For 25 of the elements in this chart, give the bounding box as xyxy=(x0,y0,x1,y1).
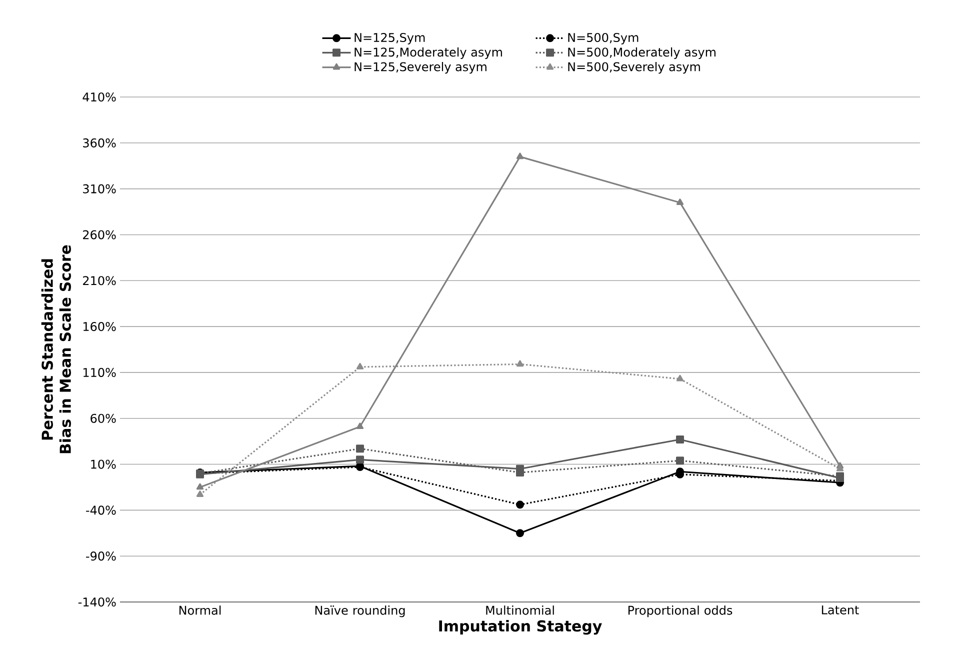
legend-label: N=500,Sym xyxy=(568,32,638,44)
x-axis-title: Imputation Stategy xyxy=(439,620,602,635)
legend-label: N=125,Severely asym xyxy=(354,62,486,74)
y-tick-label: -40% xyxy=(86,506,116,515)
y-tick-label: 110% xyxy=(83,368,116,377)
x-tick-label: Proportional odds xyxy=(628,606,732,618)
y-tick-label: 160% xyxy=(83,322,116,332)
y-tick-label: -140% xyxy=(78,597,116,607)
x-tick-label: Naïve rounding xyxy=(315,606,405,618)
y-axis-title: Percent Standardized Bias in Mean Scale Score xyxy=(41,245,71,454)
x-tick-label: Normal xyxy=(179,606,221,615)
y-tick-label: 210% xyxy=(83,276,116,286)
y-tick-label: 410% xyxy=(82,92,116,102)
y-tick-label: 360% xyxy=(83,138,116,148)
x-tick-label: Latent xyxy=(822,606,859,614)
y-tick-label: 260% xyxy=(83,230,116,240)
y-tick-label: 10% xyxy=(91,460,116,469)
legend-label: N=500,Moderately asym xyxy=(568,47,716,59)
legend-label: N=125,Moderately asym xyxy=(354,47,502,59)
legend-label: N=125,Sym xyxy=(354,32,425,44)
y-tick-label: 60% xyxy=(90,414,116,423)
y-tick-label: -90% xyxy=(86,552,116,561)
y-tick-label: 310% xyxy=(83,184,116,194)
x-tick-label: Multinomial xyxy=(486,606,554,615)
legend-label: N=500,Severely asym xyxy=(568,62,700,74)
